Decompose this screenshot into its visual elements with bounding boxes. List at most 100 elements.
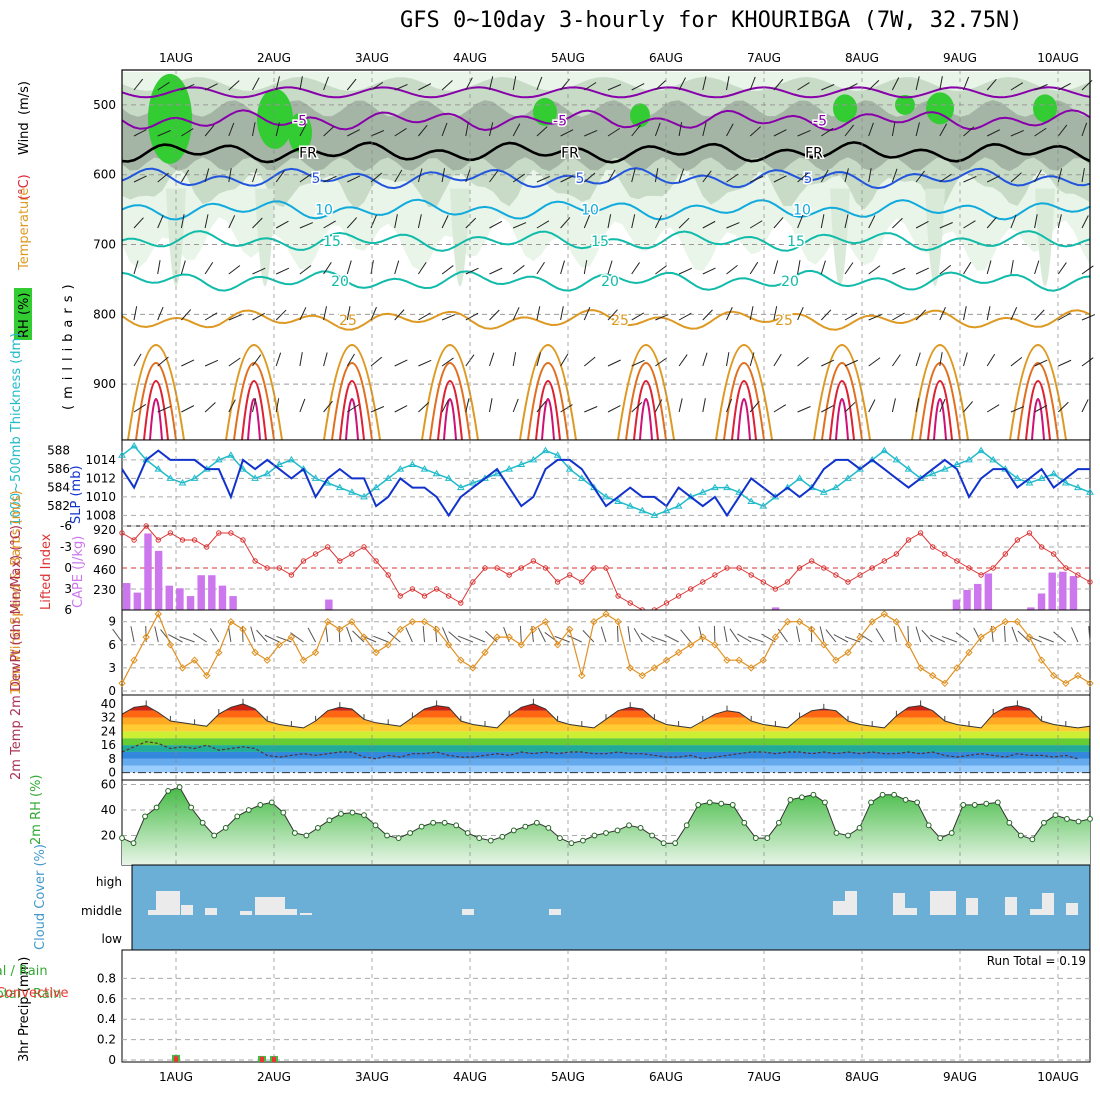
isotherm-label: 25	[775, 313, 793, 329]
wind-barb	[868, 399, 876, 413]
wind-barb	[370, 356, 383, 367]
wind-barb	[654, 168, 659, 183]
thickness-point	[1013, 474, 1022, 481]
wind-barb	[228, 215, 236, 229]
cape-bar	[952, 599, 961, 610]
wind-barb	[204, 359, 219, 367]
wind-barb	[1034, 169, 1042, 183]
rh2m-point	[234, 813, 241, 820]
date-label-bottom: 3AUG	[355, 1070, 389, 1084]
wind-barb	[726, 123, 734, 137]
thickness-point	[650, 511, 659, 518]
slp-tick-label: 1008	[85, 508, 116, 522]
rh2m-point	[268, 799, 275, 806]
wind-barb	[868, 265, 881, 275]
thickness-point	[747, 497, 756, 504]
wind-barb	[560, 306, 564, 321]
thickness-point	[953, 460, 961, 467]
wind-barb	[130, 626, 135, 643]
li-ylabel: Lifted Index	[39, 533, 54, 610]
li-point	[688, 586, 694, 592]
wind-barb	[204, 402, 216, 413]
wind-barb	[678, 312, 692, 321]
wind-barb	[633, 627, 643, 643]
li-point	[397, 593, 403, 599]
thickness-point	[892, 455, 901, 463]
wind-barb	[157, 260, 161, 275]
isotherm-line	[121, 167, 1091, 190]
wind-barb	[844, 83, 858, 91]
cape-bar	[1069, 576, 1078, 610]
wind-speed-point	[493, 633, 501, 641]
rh2m-point	[695, 802, 702, 808]
wind-barb	[963, 401, 974, 413]
date-label-top: 8AUG	[845, 51, 879, 65]
wind-barb	[955, 632, 970, 643]
wind-barb	[607, 260, 613, 275]
wind-barb	[133, 404, 147, 413]
li-point	[131, 537, 137, 543]
wind-barb	[441, 399, 450, 413]
wind-barb	[723, 626, 728, 643]
wind-barb	[560, 129, 574, 137]
wind-barb	[252, 122, 256, 137]
precip-total-label: Total / Rain	[0, 987, 62, 1002]
wind-barb	[963, 306, 967, 321]
li-point	[881, 558, 887, 564]
wind-barb	[181, 309, 192, 321]
wind-barb	[489, 76, 494, 91]
wind-barb	[157, 172, 169, 183]
cloud-middle-block	[1042, 893, 1054, 915]
wind-barb	[726, 222, 740, 229]
li-point	[482, 565, 488, 571]
wind-barb	[607, 84, 622, 91]
wind-barb	[726, 264, 738, 275]
li-point	[579, 579, 585, 585]
cape-bar	[973, 583, 982, 610]
hot-isotherm-loop	[731, 380, 757, 441]
wind-barb	[1034, 84, 1048, 91]
wind-barb	[702, 352, 708, 367]
rh2m-point	[925, 822, 932, 829]
cloud-middle-block	[205, 908, 217, 915]
wind-barb	[465, 312, 479, 321]
li-point	[288, 572, 295, 578]
wind-barb	[678, 77, 687, 91]
rh2m-point	[787, 796, 794, 803]
wind-barb	[654, 399, 663, 413]
rh2m-point	[222, 824, 229, 831]
hot-isotherm-loop	[323, 344, 381, 441]
li-point	[530, 558, 537, 564]
thickness-point	[928, 469, 937, 477]
wind-barb	[1057, 124, 1068, 137]
li-point	[337, 558, 343, 564]
thickness-point	[178, 479, 187, 486]
wind-barb	[441, 122, 448, 137]
thickness-point	[263, 469, 272, 477]
precip-frame	[121, 949, 1091, 1063]
slp-line	[121, 449, 1090, 518]
ylabel-part: (°C)	[17, 174, 32, 200]
isotherm-line	[121, 141, 1091, 164]
wind-barb	[192, 633, 207, 643]
wind-barb	[1081, 215, 1089, 229]
wind-barb	[537, 627, 546, 643]
wind-barb	[252, 354, 262, 367]
wind-speed-point	[904, 641, 913, 649]
wind-barb	[536, 175, 550, 183]
li-point	[300, 558, 307, 564]
precip-label: 3hr Precip (mm)	[17, 957, 32, 1062]
rh2m-point	[1075, 818, 1082, 825]
wind-barb	[347, 175, 361, 183]
wind-barb	[418, 359, 432, 367]
thickness-point	[360, 492, 368, 500]
thickness-point	[396, 465, 405, 472]
ylabel-part: (m/s)	[17, 81, 32, 115]
wind-barb	[347, 129, 360, 137]
wind-barb	[749, 261, 759, 275]
wind-barb	[773, 260, 779, 275]
wind-barb	[299, 173, 312, 183]
wind-barb	[651, 636, 667, 643]
hot-isotherm-loop	[247, 398, 261, 441]
wind-speed-point	[215, 648, 223, 657]
